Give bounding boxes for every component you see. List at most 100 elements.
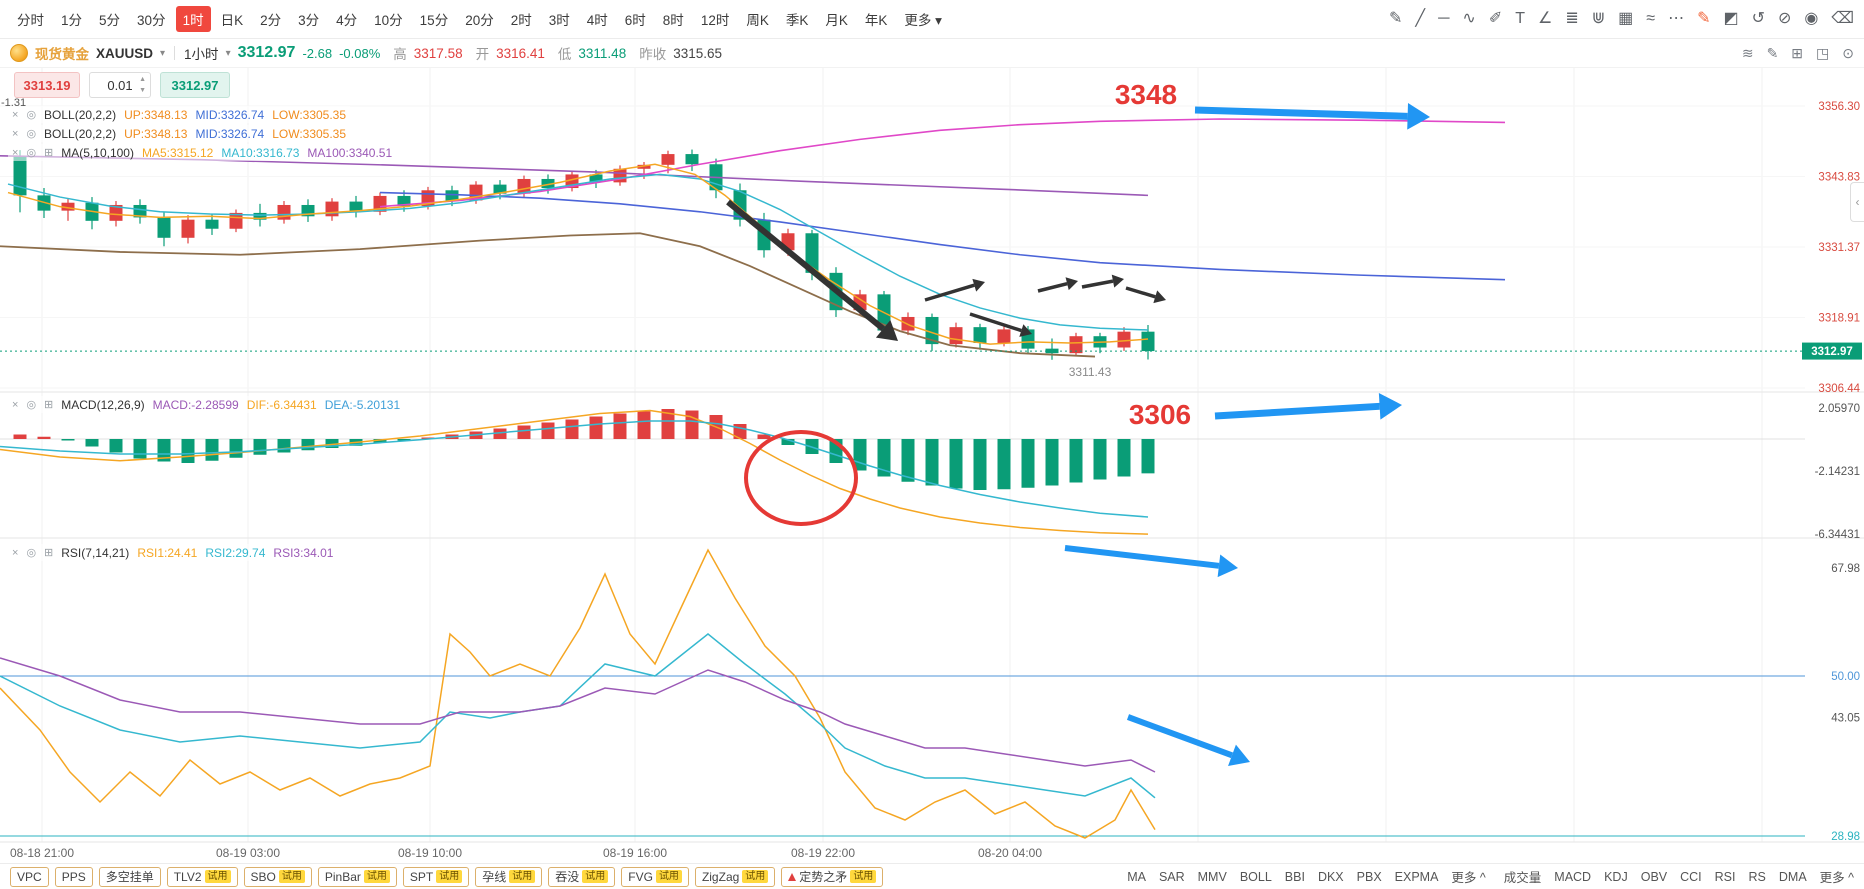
candle[interactable]: [541, 178, 555, 189]
timeframe-6时[interactable]: 6时: [624, 13, 646, 28]
candle[interactable]: [589, 174, 603, 183]
symbol-dropdown-caret[interactable]: ▾: [160, 47, 166, 59]
timeframe-5分[interactable]: 5分: [99, 13, 121, 28]
magnet-icon[interactable]: ⋓: [1591, 10, 1606, 27]
overlay-indicator-BOLL[interactable]: BOLL: [1239, 869, 1272, 884]
candle[interactable]: [493, 184, 507, 194]
candle[interactable]: [301, 204, 315, 217]
candle[interactable]: [325, 201, 339, 217]
overlay-indicator-MMV[interactable]: MMV: [1197, 869, 1227, 884]
candle[interactable]: [397, 195, 411, 207]
angle-tool-icon[interactable]: ∠: [1538, 10, 1553, 27]
image-tool-icon[interactable]: ▦: [1618, 10, 1634, 27]
trash-icon[interactable]: ⌫: [1831, 10, 1854, 27]
sub-indicator-more[interactable]: 更多 ^: [1819, 871, 1854, 885]
timeframe-10分[interactable]: 10分: [374, 13, 403, 28]
bottom-btn-ZigZag[interactable]: ZigZag 试用: [694, 866, 776, 887]
timeframe-20分[interactable]: 20分: [465, 13, 494, 28]
sub-indicator-MACD[interactable]: MACD: [1554, 869, 1592, 884]
overlay-indicator-DKX[interactable]: DKX: [1317, 869, 1344, 884]
candle[interactable]: [61, 202, 75, 211]
arrow-bounce-1[interactable]: [924, 278, 985, 302]
timeframe-4时[interactable]: 4时: [586, 13, 608, 28]
candle[interactable]: [253, 212, 267, 220]
bottom-btn-SPT[interactable]: SPT 试用: [402, 866, 470, 887]
symbol-name[interactable]: 现货黄金: [35, 47, 89, 62]
indicator-settings-icon[interactable]: ◎: [26, 399, 37, 411]
annotation-level-3348[interactable]: 3348: [1115, 79, 1177, 110]
indicator-panel-icon[interactable]: ≋: [1741, 44, 1754, 61]
sub-indicator-KDJ[interactable]: KDJ: [1604, 869, 1628, 884]
stepper-down-icon[interactable]: ▼: [139, 87, 146, 94]
arrow-decline[interactable]: [726, 199, 898, 341]
candle[interactable]: [133, 204, 147, 218]
timeframe-季K[interactable]: 季K: [785, 13, 809, 28]
timeframes-more[interactable]: 更多 ▾: [904, 13, 942, 28]
indicator-add-icon[interactable]: ⊞: [44, 147, 54, 159]
overlay-indicator-SAR[interactable]: SAR: [1158, 869, 1185, 884]
bottom-btn-孕线[interactable]: 孕线 试用: [475, 866, 543, 887]
bottom-btn-多空挂单[interactable]: 多空挂单: [98, 866, 161, 887]
annotation-circle[interactable]: [744, 430, 858, 526]
annotation-low-price-label[interactable]: 3311.43: [1069, 365, 1112, 379]
candle[interactable]: [1141, 331, 1155, 352]
indicator-close-icon[interactable]: ×: [12, 146, 19, 159]
trendline-icon[interactable]: ╱: [1415, 10, 1426, 27]
more-tools-icon[interactable]: ⋯: [1668, 10, 1685, 27]
sell-price-box[interactable]: 3313.19: [14, 72, 80, 98]
indicator-close-icon[interactable]: ×: [12, 398, 19, 411]
eraser-icon[interactable]: ◩: [1723, 10, 1739, 27]
stepper-arrows[interactable]: ▲ ▼: [139, 74, 146, 96]
indicator-settings-icon[interactable]: ◎: [26, 147, 37, 159]
buy-price-box[interactable]: 3312.97: [160, 72, 230, 98]
camera-icon[interactable]: ⊙: [1842, 44, 1854, 61]
timeframe-30分[interactable]: 30分: [137, 13, 166, 28]
sub-indicator-成交量[interactable]: 成交量: [1503, 871, 1542, 885]
candle[interactable]: [925, 316, 939, 345]
indicator-settings-icon[interactable]: ◎: [26, 109, 37, 121]
timeframe-3分[interactable]: 3分: [298, 13, 320, 28]
bottom-btn-PPS[interactable]: PPS: [54, 866, 93, 887]
wave-tool-icon[interactable]: ∿: [1462, 10, 1476, 27]
overlay-indicator-BBI[interactable]: BBI: [1284, 869, 1305, 884]
indicator-close-icon[interactable]: ×: [12, 108, 19, 121]
arrow-3306[interactable]: [1214, 393, 1402, 420]
undo-icon[interactable]: ↺: [1751, 10, 1765, 27]
indicator-settings-icon[interactable]: ◎: [26, 128, 37, 140]
timeframe-分时[interactable]: 分时: [17, 13, 44, 28]
lock-icon[interactable]: ⊘: [1778, 10, 1792, 27]
timeframe-12时[interactable]: 12时: [700, 13, 730, 28]
timeframe-15分[interactable]: 15分: [419, 13, 449, 28]
candle[interactable]: [805, 233, 819, 273]
candle[interactable]: [949, 327, 963, 345]
interval-dropdown-caret[interactable]: ▾: [225, 47, 231, 59]
bottom-btn-吞没[interactable]: 吞没 试用: [548, 866, 616, 887]
sub-indicator-CCI[interactable]: CCI: [1680, 869, 1702, 884]
bottom-btn-TLV2[interactable]: TLV2 试用: [166, 866, 238, 887]
timeframe-8时[interactable]: 8时: [662, 13, 684, 28]
timeframe-周K[interactable]: 周K: [746, 13, 769, 28]
text-tool-icon[interactable]: T: [1515, 10, 1525, 27]
bottom-btn-VPC[interactable]: VPC: [10, 866, 49, 887]
candle[interactable]: [157, 217, 171, 238]
timeframe-2时[interactable]: 2时: [510, 13, 532, 28]
edit-icon[interactable]: ✎: [1766, 44, 1779, 61]
arrow-3348[interactable]: [1194, 103, 1430, 130]
candle[interactable]: [205, 219, 219, 229]
candle[interactable]: [349, 201, 363, 212]
indicator-settings-icon[interactable]: ◎: [26, 547, 37, 559]
annotation-level-3306[interactable]: 3306: [1129, 399, 1191, 430]
arrow-rsi-upper[interactable]: [1064, 545, 1238, 578]
timeframe-1时[interactable]: 1时: [175, 6, 211, 32]
stepper-up-icon[interactable]: ▲: [139, 76, 146, 83]
layers-icon[interactable]: ≣: [1565, 10, 1579, 27]
bottom-btn-定势之矛[interactable]: 定势之矛 试用: [781, 866, 884, 887]
candle[interactable]: [13, 155, 27, 196]
sub-indicator-RSI[interactable]: RSI: [1714, 869, 1736, 884]
candle[interactable]: [997, 329, 1011, 343]
candle[interactable]: [109, 204, 123, 221]
ma-more[interactable]: 更多 ^: [1451, 871, 1486, 885]
horizontal-line-icon[interactable]: ─: [1438, 10, 1450, 27]
timeframe-2分[interactable]: 2分: [260, 13, 282, 28]
